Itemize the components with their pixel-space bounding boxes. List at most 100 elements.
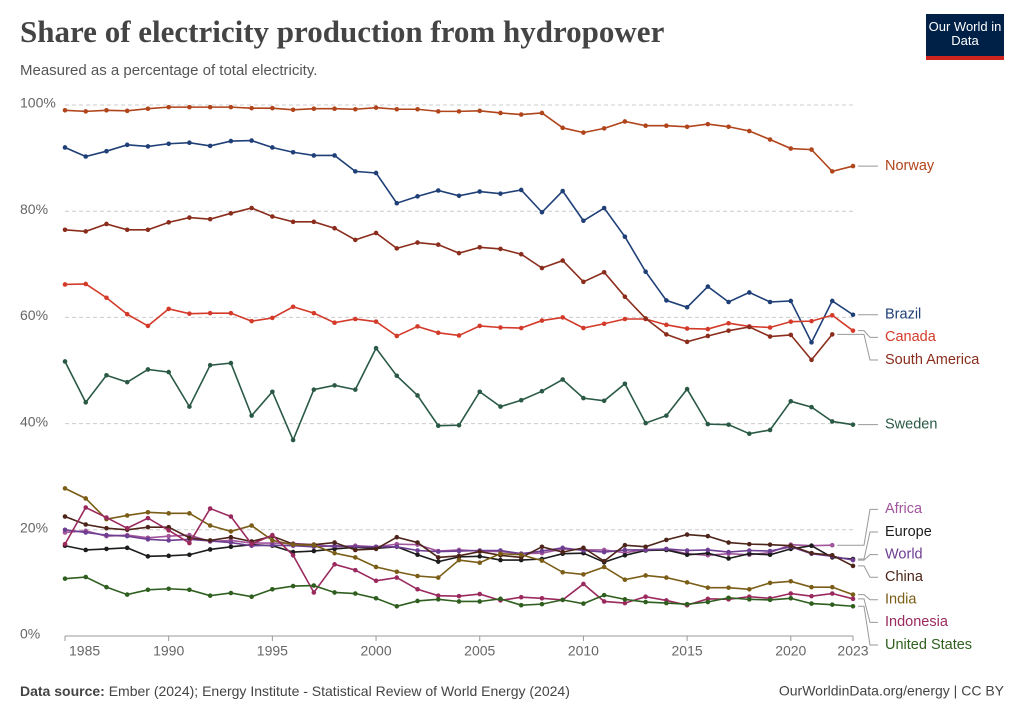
point bbox=[829, 591, 835, 596]
point bbox=[664, 600, 669, 606]
point bbox=[809, 601, 814, 606]
point bbox=[518, 594, 524, 600]
point bbox=[311, 583, 317, 588]
label-connector bbox=[858, 565, 878, 578]
point bbox=[560, 315, 565, 320]
point bbox=[788, 319, 794, 324]
point bbox=[726, 328, 731, 333]
point bbox=[394, 333, 400, 339]
point bbox=[166, 141, 171, 147]
point bbox=[249, 138, 254, 143]
point bbox=[747, 548, 752, 553]
point bbox=[207, 538, 213, 543]
label-connector bbox=[858, 598, 878, 623]
point bbox=[228, 310, 234, 316]
point bbox=[809, 584, 814, 590]
point bbox=[394, 544, 400, 550]
point bbox=[622, 294, 628, 299]
point bbox=[601, 592, 607, 598]
point bbox=[104, 546, 109, 552]
point bbox=[187, 535, 192, 541]
point bbox=[788, 579, 794, 584]
point bbox=[684, 552, 690, 558]
point bbox=[747, 541, 752, 547]
point bbox=[477, 554, 483, 559]
point bbox=[539, 558, 545, 563]
point bbox=[394, 106, 400, 112]
point bbox=[560, 125, 565, 131]
point bbox=[601, 126, 607, 131]
point bbox=[373, 345, 379, 351]
point bbox=[104, 221, 109, 227]
point bbox=[767, 334, 773, 339]
point bbox=[539, 601, 545, 607]
point bbox=[270, 542, 275, 548]
point bbox=[166, 553, 171, 559]
point bbox=[726, 585, 731, 590]
x-tick-label: 2020 bbox=[775, 643, 806, 659]
point bbox=[124, 525, 130, 531]
point bbox=[498, 110, 503, 116]
point bbox=[187, 404, 192, 409]
point bbox=[829, 312, 835, 318]
point bbox=[145, 106, 151, 112]
point bbox=[124, 142, 130, 148]
series-label: United States bbox=[885, 637, 972, 653]
point bbox=[560, 377, 565, 382]
series-label: Norway bbox=[885, 158, 935, 174]
point bbox=[270, 538, 275, 543]
point bbox=[622, 597, 628, 602]
point bbox=[518, 325, 524, 331]
point bbox=[166, 524, 171, 530]
point bbox=[435, 559, 441, 564]
point bbox=[290, 552, 296, 558]
logo-text: Our World in Data bbox=[928, 19, 1002, 48]
point bbox=[601, 599, 607, 604]
point bbox=[187, 140, 192, 146]
point bbox=[809, 550, 814, 556]
point bbox=[601, 205, 607, 211]
point bbox=[788, 332, 794, 338]
point bbox=[518, 112, 524, 117]
point bbox=[415, 573, 420, 579]
point bbox=[622, 119, 628, 124]
point bbox=[829, 584, 835, 590]
point bbox=[456, 333, 462, 338]
point bbox=[435, 575, 441, 580]
point bbox=[726, 422, 731, 427]
point bbox=[270, 389, 275, 395]
point bbox=[332, 550, 337, 556]
point bbox=[643, 123, 648, 129]
point bbox=[477, 245, 483, 250]
point bbox=[518, 187, 524, 193]
label-connector bbox=[858, 531, 878, 560]
point bbox=[373, 319, 379, 324]
point bbox=[415, 548, 420, 553]
logo-wrap: Our World in Data bbox=[928, 19, 1002, 48]
point bbox=[726, 540, 731, 545]
point bbox=[62, 527, 68, 533]
point bbox=[767, 427, 773, 433]
point bbox=[539, 110, 545, 116]
point bbox=[145, 323, 151, 329]
point bbox=[270, 214, 275, 219]
point bbox=[726, 556, 731, 561]
point bbox=[705, 599, 711, 605]
point bbox=[228, 104, 234, 110]
point bbox=[767, 548, 773, 554]
y-tick-label: 60% bbox=[20, 307, 48, 323]
series-label: Africa bbox=[885, 501, 923, 517]
point bbox=[145, 554, 151, 559]
series-line bbox=[64, 283, 854, 337]
series-label: Canada bbox=[885, 329, 937, 345]
point bbox=[83, 229, 89, 234]
point bbox=[622, 316, 628, 322]
point bbox=[415, 598, 420, 604]
x-tick-label: 1985 bbox=[69, 643, 100, 659]
point bbox=[809, 318, 814, 324]
point bbox=[560, 569, 565, 575]
point bbox=[104, 532, 109, 538]
point bbox=[456, 422, 462, 428]
point bbox=[83, 505, 89, 510]
